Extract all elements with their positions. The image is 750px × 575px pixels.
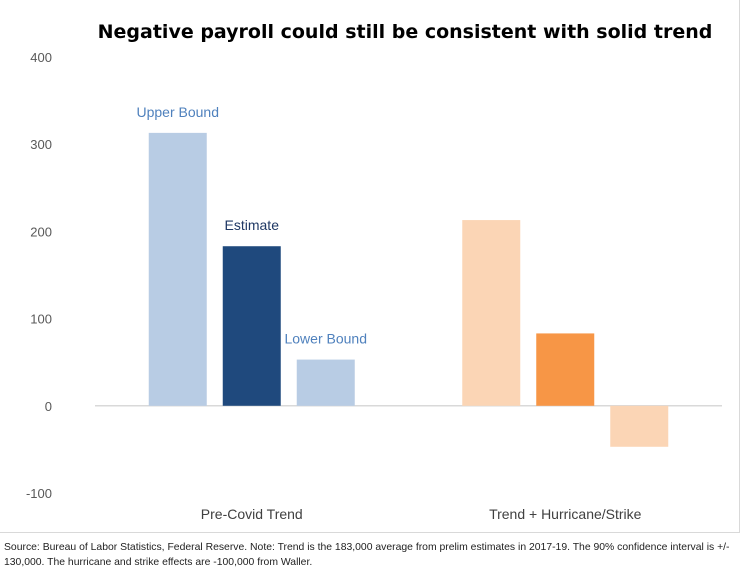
bar-labels: Upper Bound Estimate Lower Bound xyxy=(136,104,367,347)
bar-2-3 xyxy=(610,405,669,447)
y-tick-label: 100 xyxy=(30,312,52,327)
y-tick-label: -100 xyxy=(26,486,52,501)
bar-annotation: Lower Bound xyxy=(284,331,367,347)
x-category-label: Trend + Hurricane/Strike xyxy=(489,506,642,522)
y-tick-label: 400 xyxy=(30,50,52,65)
y-axis: -100 0 100 200 300 400 xyxy=(26,50,52,501)
bar-annotation: Upper Bound xyxy=(136,104,219,120)
y-tick-label: 300 xyxy=(30,137,52,152)
bar-1-1 xyxy=(148,132,207,406)
source-footnote: Source: Bureau of Labor Statistics, Fede… xyxy=(4,542,730,568)
x-axis: Pre-Covid Trend Trend + Hurricane/Strike xyxy=(201,506,642,522)
chart-title: Negative payroll could still be consiste… xyxy=(98,21,713,43)
bar-chart: Negative payroll could still be consiste… xyxy=(26,21,722,522)
bar-2-2 xyxy=(536,333,595,406)
bars xyxy=(148,132,669,447)
bar-1-2 xyxy=(222,246,281,406)
chart-frame: Negative payroll could still be consiste… xyxy=(0,0,740,533)
bar-1-3 xyxy=(296,359,355,406)
x-category-label: Pre-Covid Trend xyxy=(201,506,303,522)
y-tick-label: 200 xyxy=(30,224,52,239)
bar-2-1 xyxy=(462,220,521,406)
bar-annotation: Estimate xyxy=(225,217,280,233)
y-tick-label: 0 xyxy=(45,399,52,414)
